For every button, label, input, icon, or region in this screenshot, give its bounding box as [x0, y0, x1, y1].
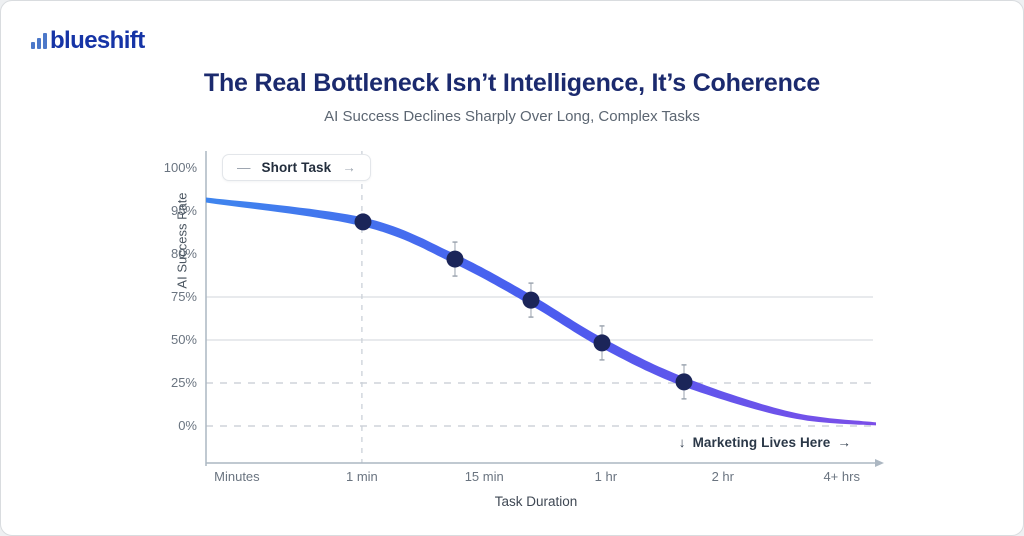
y-tick-label: 50%	[170, 332, 197, 347]
data-point	[354, 213, 372, 231]
x-axis-title: Task Duration	[494, 494, 578, 509]
right-arrow-icon: →	[342, 160, 356, 175]
down-arrow-icon: ↓	[678, 435, 686, 450]
data-point	[446, 250, 464, 268]
x-tick-label: 4+ hrs	[823, 469, 860, 484]
y-tick-label: 100%	[163, 160, 197, 175]
x-tick-label: 1 min	[345, 469, 378, 484]
y-tick-label: 75%	[170, 289, 197, 304]
data-point	[522, 291, 540, 309]
x-tick-label: 1 hr	[594, 469, 618, 484]
bar-chart-icon	[31, 33, 47, 53]
y-axis-title: AI Success Rate	[174, 192, 190, 289]
chart-title: The Real Bottleneck Isn’t Intelligence, …	[203, 69, 821, 97]
x-tick-label: 15 min	[464, 469, 504, 484]
right-arrow-icon: →	[837, 435, 851, 450]
x-tick-label: Minutes	[214, 469, 260, 484]
x-tick-label: 2 hr	[711, 469, 734, 484]
data-point	[593, 334, 611, 352]
legend-label: Short Task	[261, 160, 332, 175]
brand-name: blueshift	[50, 27, 145, 54]
y-tick-label: 25%	[170, 374, 197, 390]
y-tick-label: 80%	[170, 245, 197, 261]
chart-subtitle: AI Success Declines Sharply Over Long, C…	[324, 108, 700, 125]
x-axis-arrow-icon	[875, 459, 884, 467]
y-tick-label: 95%	[170, 203, 197, 218]
marketing-annotation: ↓ Marketing Lives Here →	[679, 435, 851, 450]
legend-short-task: — Short Task →	[222, 154, 371, 181]
legend-dash-icon: —	[237, 160, 251, 175]
data-point	[675, 373, 693, 391]
success-curve	[206, 197, 876, 426]
y-tick-label: 0%	[178, 418, 197, 433]
blueshift-logo: blueshift	[31, 29, 145, 53]
annotation-label: Marketing Lives Here	[692, 435, 831, 450]
